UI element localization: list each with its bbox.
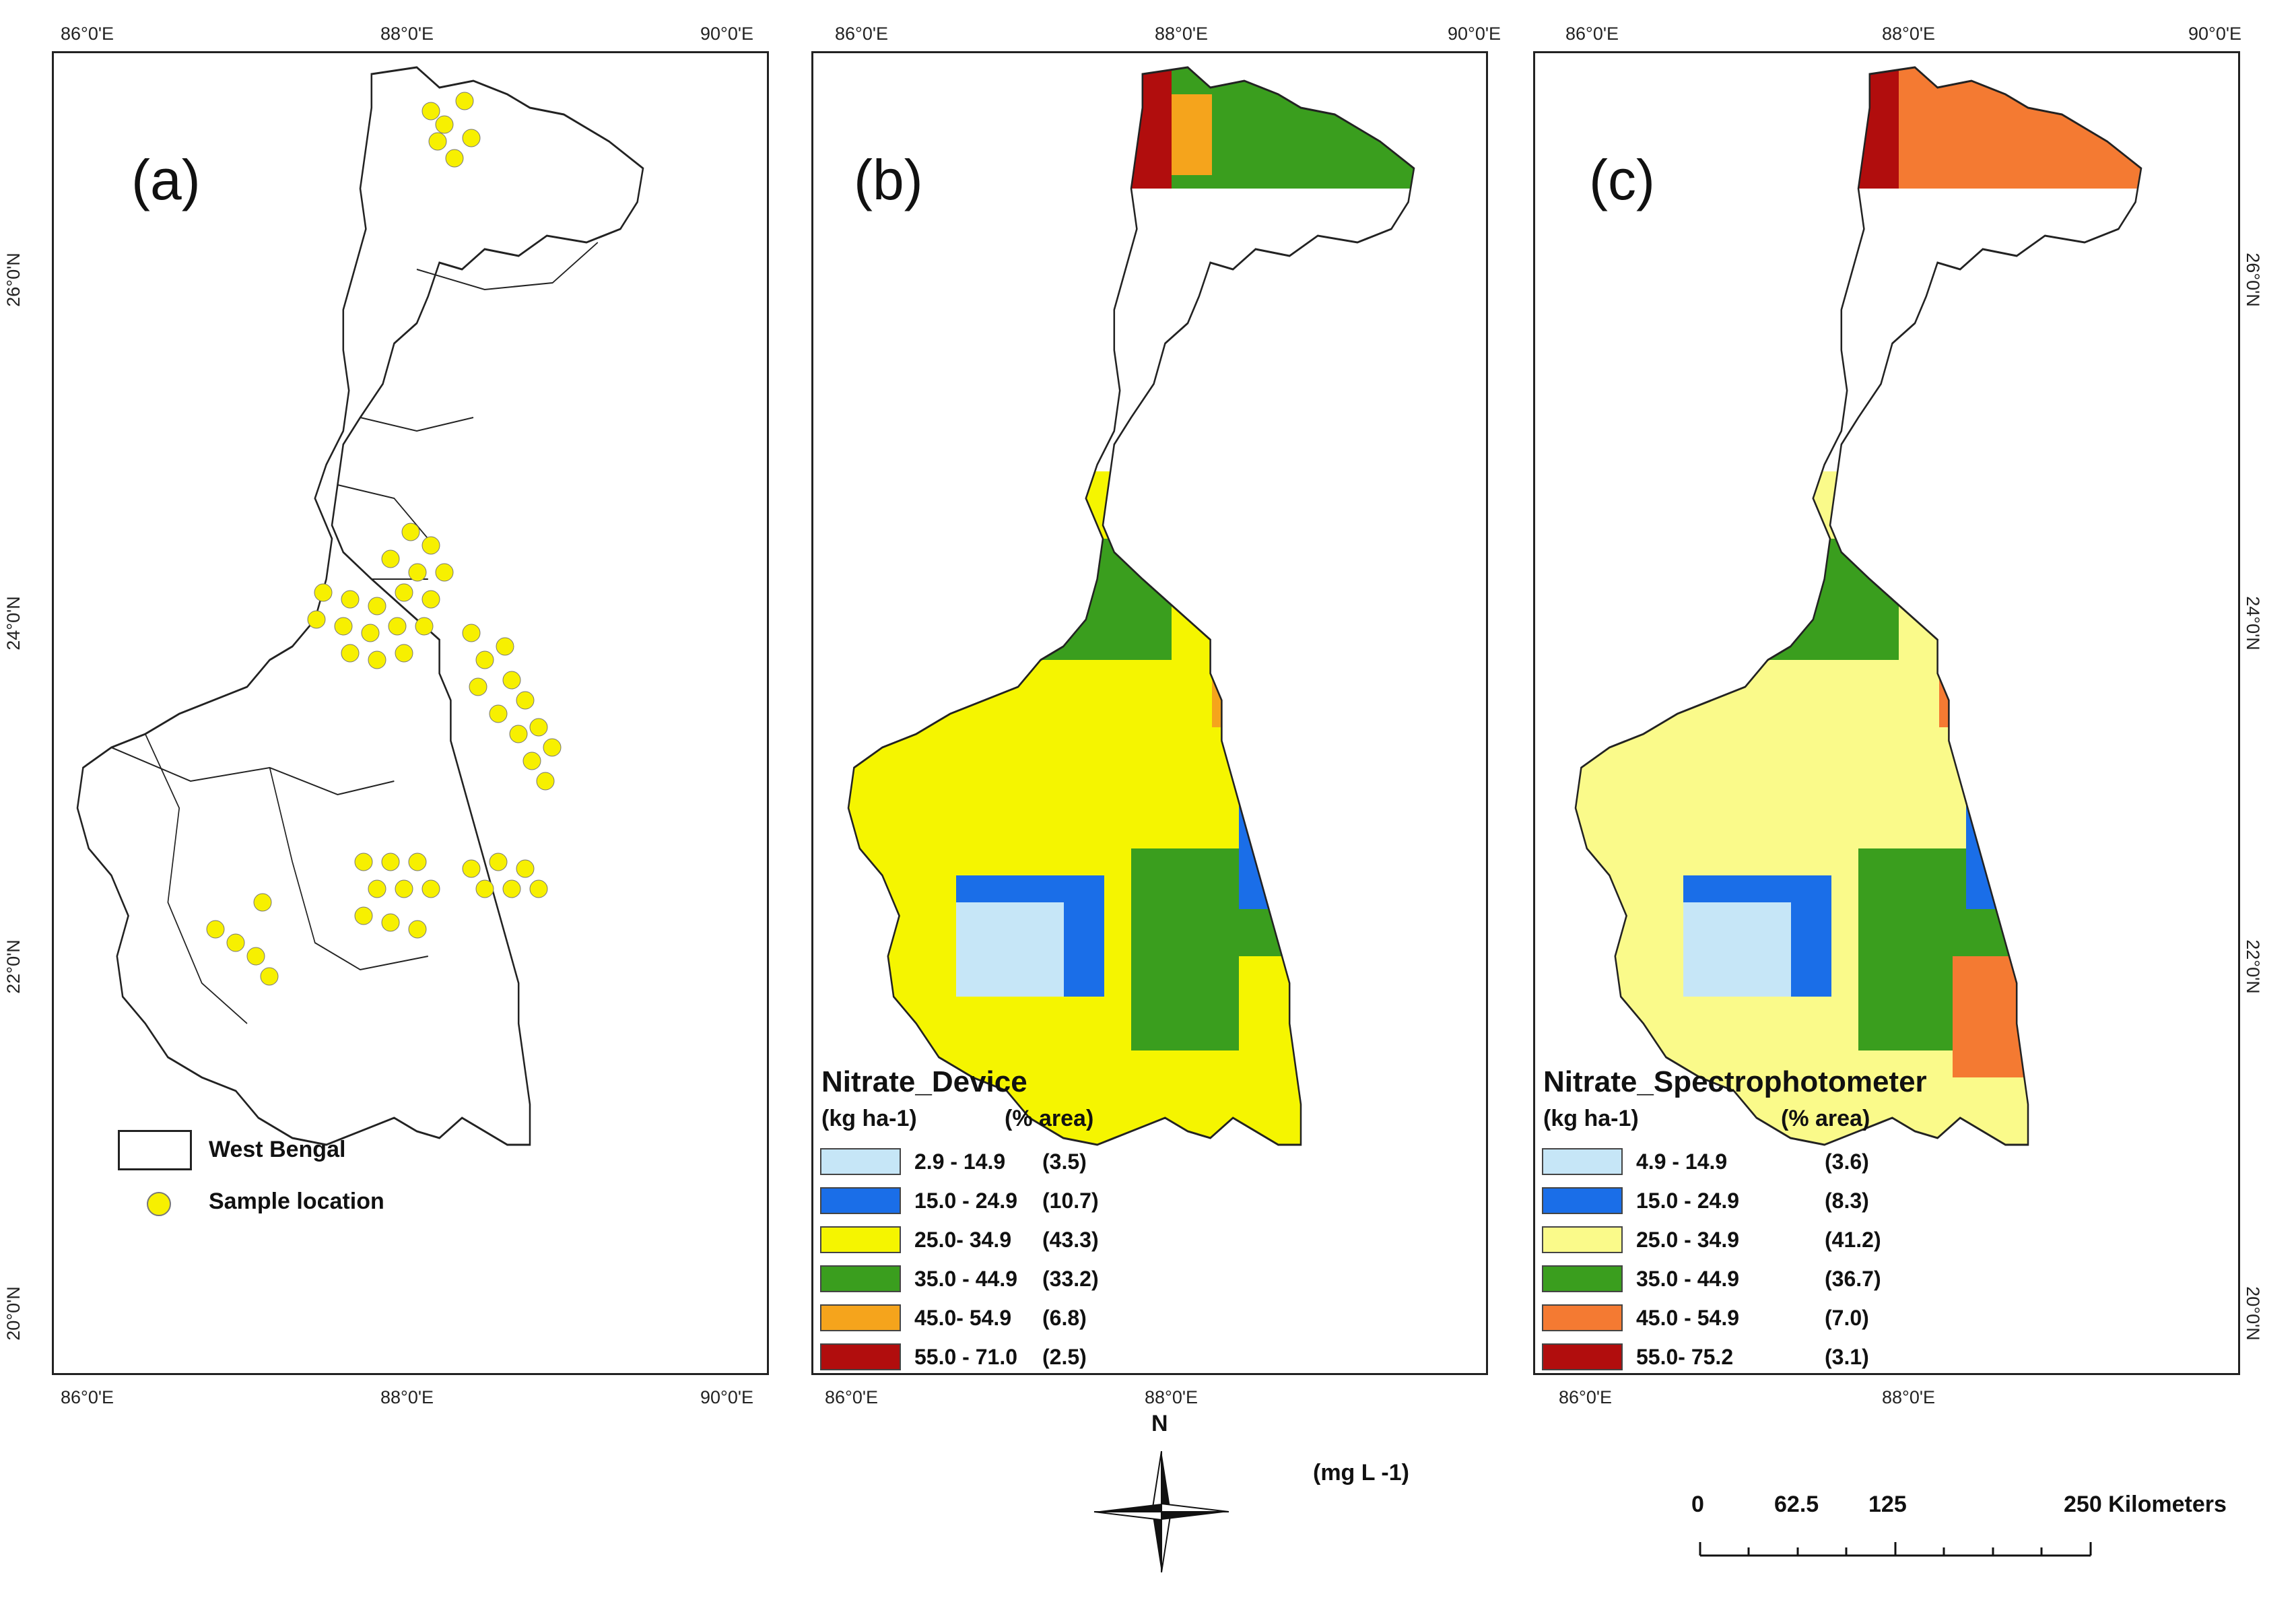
panel-c-map — [1574, 66, 2142, 1146]
legend-range: 55.0 - 71.0 — [914, 1344, 1017, 1369]
legend-pct: (36.7) — [1825, 1266, 1881, 1291]
legend-swatch — [820, 1226, 901, 1253]
panel-b-top-tick: 86°0'E — [835, 24, 889, 44]
legend-swatch — [1542, 1226, 1623, 1253]
legend-pct: (3.1) — [1825, 1344, 1869, 1369]
legend-sample-icon — [147, 1192, 171, 1216]
panel-c-label: (c) — [1589, 148, 1655, 211]
north-label: N — [1151, 1411, 1168, 1436]
legend-c-title: Nitrate_Spectrophotometer — [1543, 1065, 1927, 1098]
legend-swatch — [820, 1265, 901, 1292]
legend-pct: (8.3) — [1825, 1188, 1869, 1213]
legend-swatch — [1542, 1343, 1623, 1370]
legend-pct: (41.2) — [1825, 1227, 1881, 1252]
legend-c-unit: (kg ha-1) — [1543, 1106, 1639, 1131]
legend-pct: (3.6) — [1825, 1149, 1869, 1174]
legend-pct: (3.5) — [1042, 1149, 1087, 1174]
legend-range: 25.0 - 34.9 — [1636, 1227, 1739, 1252]
legend-class-row: 35.0 - 44.9 (33.2) — [820, 1263, 1099, 1294]
panel-a-map — [76, 66, 644, 1146]
panel-c-bottom-tick: 88°0'E — [1882, 1387, 1936, 1407]
legend-swatch — [1542, 1148, 1623, 1175]
scale-label: 62.5 — [1774, 1492, 1819, 1517]
legend-c-area: (% area) — [1781, 1106, 1870, 1131]
legend-swatch — [1542, 1187, 1623, 1214]
legend-swatch — [820, 1343, 901, 1370]
panel-b-map — [847, 66, 1415, 1146]
sample-locations — [206, 92, 562, 986]
legend-range: 15.0 - 24.9 — [914, 1188, 1017, 1213]
legend-pct: (33.2) — [1042, 1266, 1099, 1291]
legend-class-row: 45.0- 54.9 (6.8) — [820, 1302, 1087, 1333]
legend-class-row: 2.9 - 14.9 (3.5) — [820, 1146, 1087, 1177]
panel-b-bottom-tick: 88°0'E — [1145, 1387, 1198, 1407]
legend-range: 15.0 - 24.9 — [1636, 1188, 1739, 1213]
panel-b-top-tick: 88°0'E — [1155, 24, 1209, 44]
scale-label: 125 — [1868, 1492, 1907, 1517]
legend-range: 2.9 - 14.9 — [914, 1149, 1006, 1174]
panel-a-top-tick: 88°0'E — [380, 24, 434, 44]
legend-sample-label: Sample location — [209, 1189, 384, 1214]
scale-label: 0 — [1691, 1492, 1704, 1517]
panel-b-label: (b) — [854, 148, 923, 211]
panel-a-bottom-tick: 88°0'E — [380, 1387, 434, 1407]
legend-swatch — [820, 1148, 901, 1175]
legend-class-row: 35.0 - 44.9 (36.7) — [1542, 1263, 1881, 1294]
legend-range: 35.0 - 44.9 — [914, 1266, 1017, 1291]
panel-a-bottom-tick: 86°0'E — [61, 1387, 114, 1407]
panel-b-top-tick: 90°0'E — [1448, 24, 1501, 44]
legend-class-row: 25.0- 34.9 (43.3) — [820, 1224, 1099, 1255]
legend-class-row: 4.9 - 14.9 (3.6) — [1542, 1146, 1869, 1177]
legend-swatch — [820, 1187, 901, 1214]
legend-pct: (10.7) — [1042, 1188, 1099, 1213]
legend-b-title: Nitrate_Device — [821, 1065, 1027, 1098]
legend-pct: (2.5) — [1042, 1344, 1087, 1369]
panel-c-bottom-tick: 86°0'E — [1559, 1387, 1613, 1407]
legend-range: 45.0- 54.9 — [914, 1305, 1012, 1330]
legend-class-row: 55.0- 75.2 (3.1) — [1542, 1341, 1869, 1372]
legend-b-unit: (kg ha-1) — [821, 1106, 917, 1131]
legend-range: 25.0- 34.9 — [914, 1227, 1012, 1252]
legend-range: 35.0 - 44.9 — [1636, 1266, 1739, 1291]
legend-class-row: 55.0 - 71.0 (2.5) — [820, 1341, 1087, 1372]
legend-pct: (7.0) — [1825, 1305, 1869, 1330]
legend-range: 4.9 - 14.9 — [1636, 1149, 1728, 1174]
legend-class-row: 15.0 - 24.9 (10.7) — [820, 1185, 1099, 1216]
legend-range: 55.0- 75.2 — [1636, 1344, 1734, 1369]
legend-pct: (6.8) — [1042, 1305, 1087, 1330]
unit-note: (mg L -1) — [1313, 1460, 1409, 1486]
legend-pct: (43.3) — [1042, 1227, 1099, 1252]
legend-range: 45.0 - 54.9 — [1636, 1305, 1739, 1330]
panel-b-bottom-tick: 86°0'E — [825, 1387, 879, 1407]
scale-bar-line — [1699, 1542, 2092, 1557]
legend-swatch — [820, 1304, 901, 1331]
legend-boundary-label: West Bengal — [209, 1137, 346, 1162]
legend-swatch — [1542, 1304, 1623, 1331]
scale-label: 250 Kilometers — [2064, 1492, 2227, 1517]
panel-c-top-tick: 90°0'E — [2188, 24, 2242, 44]
panel-c-top-tick: 86°0'E — [1565, 24, 1619, 44]
panel-a-top-tick: 90°0'E — [700, 24, 754, 44]
legend-swatch — [1542, 1265, 1623, 1292]
legend-boundary-swatch — [118, 1130, 192, 1170]
panel-a-label: (a) — [131, 148, 201, 211]
north-arrow-icon — [1093, 1450, 1229, 1573]
panel-a-bottom-tick: 90°0'E — [700, 1387, 754, 1407]
legend-class-row: 45.0 - 54.9 (7.0) — [1542, 1302, 1869, 1333]
panel-a-top-tick: 86°0'E — [61, 24, 114, 44]
panel-c-top-tick: 88°0'E — [1882, 24, 1936, 44]
legend-class-row: 25.0 - 34.9 (41.2) — [1542, 1224, 1881, 1255]
legend-class-row: 15.0 - 24.9 (8.3) — [1542, 1185, 1869, 1216]
legend-b-area: (% area) — [1005, 1106, 1094, 1131]
